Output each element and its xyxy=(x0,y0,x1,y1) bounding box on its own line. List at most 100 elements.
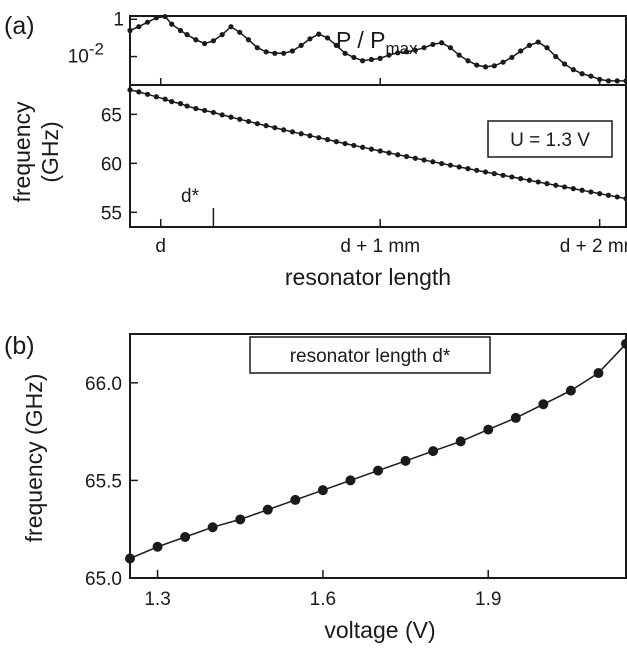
power-point xyxy=(474,62,480,68)
frequency-point xyxy=(430,159,436,165)
power-label-sub: max xyxy=(385,39,418,58)
frequency-point xyxy=(228,114,234,120)
frequency-point xyxy=(136,89,142,95)
power-point xyxy=(623,78,627,84)
a-bot-xtick-label: d + 2 mm xyxy=(560,236,627,257)
frequency-point xyxy=(579,187,585,193)
b-xtick-label: 1.6 xyxy=(310,589,336,610)
frequency-point xyxy=(377,148,383,154)
frequency-point xyxy=(597,191,603,197)
frequency-point xyxy=(169,99,175,105)
frequency-point xyxy=(351,142,357,149)
voltage-point xyxy=(180,532,191,543)
power-point xyxy=(482,64,489,70)
frequency-point xyxy=(144,91,151,97)
a-top-ytick-label: 1 xyxy=(113,9,124,30)
power-point xyxy=(526,42,533,48)
power-point xyxy=(184,32,190,38)
power-point xyxy=(127,27,133,34)
power-point xyxy=(202,40,208,47)
d-star-label: d* xyxy=(181,186,200,207)
voltage-point xyxy=(510,412,521,423)
frequency-point xyxy=(491,171,497,177)
power-point xyxy=(351,54,357,61)
frequency-point xyxy=(202,107,208,114)
voltage-point xyxy=(262,504,273,515)
b-ytick-label: 65.0 xyxy=(85,569,122,590)
frequency-point xyxy=(127,87,133,93)
power-point xyxy=(245,37,252,43)
frequency-point xyxy=(623,196,627,202)
voltage-point xyxy=(345,475,356,486)
power-point xyxy=(605,78,612,84)
voltage-point xyxy=(152,541,163,552)
power-point xyxy=(219,32,225,38)
voltage-series-line xyxy=(129,343,627,560)
voltage-point xyxy=(455,436,466,447)
power-point xyxy=(579,71,585,77)
voltage-point xyxy=(428,446,439,457)
voltage-point xyxy=(317,485,328,496)
a-top-ytick-label: 10-2 xyxy=(68,40,104,68)
panel-b: 65.0 65.5 66.0 1.3 1.6 1.9 resonator length d… xyxy=(21,333,627,643)
frequency-point xyxy=(474,167,480,173)
voltage-point xyxy=(125,553,135,564)
frequency-point xyxy=(342,140,348,147)
frequency-point xyxy=(526,177,533,183)
power-point xyxy=(263,49,269,55)
frequency-point xyxy=(561,184,568,190)
b-xtick-label: 1.9 xyxy=(475,589,501,610)
power-point xyxy=(377,55,383,62)
power-point xyxy=(136,24,142,30)
frequency-point xyxy=(237,116,243,122)
frequency-point xyxy=(272,125,278,131)
a-ylabel-line2: (GHz) xyxy=(37,121,63,182)
a-bot-xtick-label: d + 1 mm xyxy=(340,236,420,257)
a-bot-ytick-label: 65 xyxy=(101,105,122,126)
power-point xyxy=(553,53,559,60)
power-point xyxy=(272,50,278,56)
frequency-point xyxy=(153,94,159,100)
frequency-point xyxy=(324,137,331,143)
frequency-point xyxy=(509,174,515,180)
power-point xyxy=(465,58,471,64)
voltage-point xyxy=(565,385,576,396)
frequency-point xyxy=(518,176,524,182)
power-point xyxy=(153,15,159,21)
panel-a-top: 1 10-2 P / Pmax xyxy=(68,9,627,86)
power-point xyxy=(254,45,260,51)
frequency-point xyxy=(439,160,445,167)
power-point xyxy=(169,21,175,27)
power-point xyxy=(518,48,524,54)
voltage-point xyxy=(207,522,218,533)
panel-a-bottom: 55 60 65 d d + 1 mm d + 2 mm U = 1.3 V d* res… xyxy=(9,84,627,290)
frequency-point xyxy=(456,164,462,170)
a-ylabel-line1: frequency xyxy=(9,101,35,203)
power-point xyxy=(403,49,410,55)
panel-b-label: (b) xyxy=(4,332,35,360)
power-point xyxy=(447,45,454,51)
b-ylabel: frequency (GHz) xyxy=(21,374,47,543)
power-point xyxy=(535,39,541,45)
frequency-point xyxy=(289,129,296,135)
frequency-point xyxy=(254,121,260,127)
power-point xyxy=(430,41,436,48)
power-point xyxy=(193,37,199,43)
frequency-point xyxy=(544,181,550,187)
voltage-point xyxy=(400,455,411,466)
voltage-point xyxy=(483,424,494,435)
power-point xyxy=(324,35,331,41)
power-point xyxy=(144,19,151,25)
frequency-point xyxy=(210,109,216,116)
b-ytick-label: 65.5 xyxy=(85,471,122,492)
panel-a-bottom-frame xyxy=(129,84,627,228)
frequency-point xyxy=(162,96,168,102)
frequency-point xyxy=(614,194,620,200)
power-point xyxy=(177,27,184,34)
frequency-point xyxy=(465,166,471,172)
power-point xyxy=(597,76,603,82)
voltage-point xyxy=(621,338,627,349)
power-point xyxy=(368,56,375,63)
power-point xyxy=(412,47,418,53)
